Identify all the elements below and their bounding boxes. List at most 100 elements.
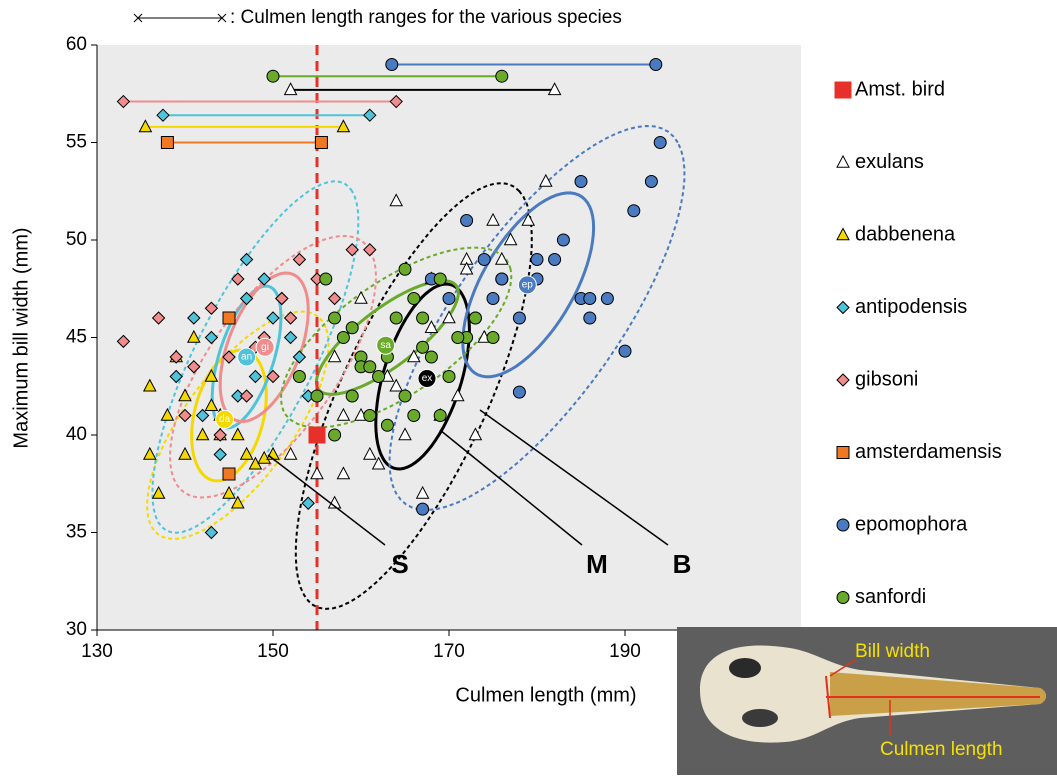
- point: [619, 345, 631, 357]
- point: [311, 390, 323, 402]
- x-tick-label: 150: [257, 641, 289, 662]
- point: [478, 254, 490, 266]
- x-tick-label: 190: [609, 641, 641, 662]
- center-label: ex: [422, 373, 433, 384]
- point: [584, 293, 596, 305]
- legend-marker: [837, 156, 849, 167]
- point: [399, 263, 411, 275]
- point: [408, 293, 420, 305]
- point: [337, 332, 349, 344]
- skull-hole: [742, 709, 778, 727]
- center-label: an: [241, 352, 252, 363]
- y-axis-label: Maximum bill width (mm): [10, 227, 32, 448]
- point: [434, 410, 446, 422]
- plot-area: [97, 45, 801, 630]
- legend-marker: [837, 592, 849, 604]
- point: [461, 215, 473, 227]
- point: [575, 176, 587, 188]
- legend-marker: [837, 374, 849, 386]
- legend-label: exulans: [855, 151, 924, 173]
- photo-inset: Bill width Culmen length: [677, 627, 1057, 775]
- point: [320, 273, 332, 285]
- point: [364, 361, 376, 373]
- point: [425, 351, 437, 363]
- center-label: sa: [380, 340, 391, 351]
- point: [417, 312, 429, 324]
- point: [443, 371, 455, 383]
- point: [309, 427, 325, 443]
- range-note: : Culmen length ranges for the various s…: [230, 7, 622, 28]
- legend-label: gibsoni: [855, 368, 918, 390]
- point: [531, 254, 543, 266]
- point: [469, 312, 481, 324]
- point: [496, 70, 508, 82]
- legend-label: epomophora: [855, 513, 968, 535]
- legend-label: dabbenena: [855, 223, 956, 245]
- center-label: gi: [261, 342, 269, 353]
- point: [452, 332, 464, 344]
- legend-marker: [837, 447, 849, 459]
- point: [650, 59, 662, 71]
- point: [267, 70, 279, 82]
- legend-label: sanfordi: [855, 586, 926, 608]
- point: [399, 390, 411, 402]
- point: [346, 322, 358, 334]
- point: [513, 386, 525, 398]
- point: [346, 390, 358, 402]
- y-tick-label: 50: [66, 229, 87, 250]
- point: [223, 312, 235, 324]
- point: [434, 273, 446, 285]
- annotation: M: [586, 549, 608, 579]
- point: [487, 293, 499, 305]
- point: [654, 137, 666, 149]
- point: [584, 312, 596, 324]
- center-label: ep: [522, 279, 534, 290]
- annotation: S: [391, 549, 408, 579]
- x-axis-label: Culmen length (mm): [455, 684, 636, 706]
- point: [315, 137, 327, 149]
- point: [645, 176, 657, 188]
- legend-marker: [837, 519, 849, 531]
- y-tick-label: 60: [66, 34, 87, 55]
- point: [443, 293, 455, 305]
- point: [557, 234, 569, 246]
- legend-label: Amst. bird: [855, 78, 945, 100]
- inset-label: Bill width: [855, 641, 930, 662]
- point: [293, 371, 305, 383]
- point: [329, 312, 341, 324]
- y-tick-label: 45: [66, 327, 87, 348]
- point: [628, 205, 640, 217]
- point: [390, 312, 402, 324]
- point: [513, 312, 525, 324]
- skull-hole: [729, 658, 761, 678]
- inset-label: Culmen length: [880, 739, 1003, 760]
- x-tick-label: 170: [433, 641, 465, 662]
- legend-marker: [837, 228, 849, 239]
- point: [496, 273, 508, 285]
- point: [223, 468, 235, 480]
- point: [381, 419, 393, 431]
- point: [417, 341, 429, 353]
- point: [601, 293, 613, 305]
- chart: ex da angi ep sa : Culmen length ranges for …: [0, 0, 1057, 775]
- point: [549, 254, 561, 266]
- annotation: B: [673, 549, 692, 579]
- y-tick-label: 40: [66, 424, 87, 445]
- legend-label: amsterdamensis: [855, 441, 1002, 463]
- point: [417, 503, 429, 515]
- point: [161, 137, 173, 149]
- y-tick-label: 30: [66, 619, 87, 640]
- point: [386, 59, 398, 71]
- point: [373, 371, 385, 383]
- legend-marker: [835, 82, 851, 98]
- point: [364, 410, 376, 422]
- y-tick-label: 55: [66, 132, 87, 153]
- y-tick-label: 35: [66, 522, 87, 543]
- legend-marker: [837, 302, 849, 314]
- center-label: da: [219, 414, 231, 425]
- point: [408, 410, 420, 422]
- x-tick-label: 130: [81, 641, 113, 662]
- range-key: [134, 14, 226, 22]
- point: [487, 332, 499, 344]
- legend-label: antipodensis: [855, 296, 967, 318]
